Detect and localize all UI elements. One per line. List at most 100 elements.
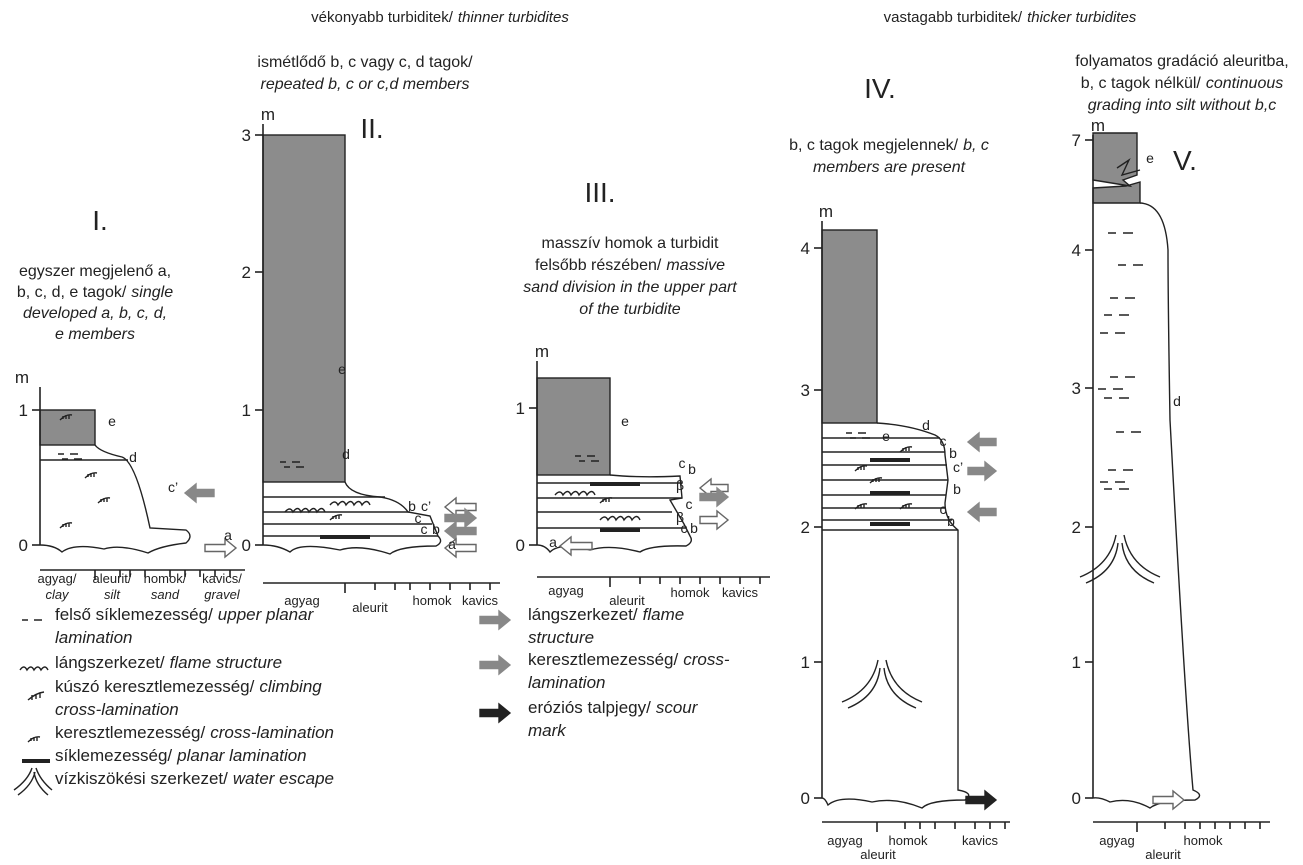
ripple xyxy=(28,692,44,700)
text-en: flame xyxy=(643,605,685,624)
member-label: a xyxy=(448,536,456,552)
y-tick-label: 4 xyxy=(1072,241,1081,260)
legend-text: eróziós talpjegy/scour xyxy=(528,698,699,717)
x-label: aleurit xyxy=(1145,847,1181,862)
text-hu: homok xyxy=(412,593,452,608)
arrow xyxy=(480,611,510,629)
layers xyxy=(537,483,686,528)
text-en: planar lamination xyxy=(176,746,306,765)
text-en: cross-lamination xyxy=(55,700,179,719)
profile xyxy=(1093,203,1200,808)
ripple xyxy=(900,447,912,452)
planar xyxy=(870,458,910,462)
text-hu: kavics xyxy=(722,585,759,600)
clay-box xyxy=(822,230,877,423)
x-label: homok xyxy=(1183,833,1223,848)
column-description: sand division in the upper part xyxy=(523,279,737,296)
y-tick-label: 0 xyxy=(242,536,251,555)
x-label: aleurit xyxy=(860,847,896,862)
y-tick-label: 0 xyxy=(516,536,525,555)
arrow xyxy=(968,433,996,451)
x-label: gravel xyxy=(204,587,241,602)
axis-unit: m xyxy=(535,342,549,361)
ripple xyxy=(855,466,867,471)
flame xyxy=(20,667,48,670)
column-number: V. xyxy=(1173,145,1197,176)
profile xyxy=(537,475,691,552)
flame xyxy=(600,517,640,521)
arrow xyxy=(966,791,996,809)
y-tick-label: 0 xyxy=(19,536,28,555)
planar xyxy=(870,522,910,526)
member-label: d xyxy=(342,446,350,462)
column-description: of the turbidite xyxy=(579,301,681,318)
header: vékonyabb turbiditek/thinner turbidites xyxy=(311,9,569,26)
column-description: b, c tagok megjelennek/b, c xyxy=(789,137,989,154)
text-hu: kúszó keresztlemezesség/ xyxy=(55,677,255,696)
profile xyxy=(40,445,190,553)
profile xyxy=(822,423,969,808)
ripple xyxy=(60,523,72,528)
text-en: sand division in the upper part xyxy=(523,279,737,296)
text-en: grading into silt without b,c xyxy=(1088,97,1277,114)
text-hu: folyamatos gradáció aleuritba, xyxy=(1075,53,1288,70)
y-tick-label: 0 xyxy=(801,789,810,808)
y-tick-label: 3 xyxy=(801,381,810,400)
member-label: β xyxy=(676,477,684,493)
axis-unit: m xyxy=(819,202,833,221)
legend-text: structure xyxy=(528,628,594,647)
arrow xyxy=(560,537,592,555)
water-escape xyxy=(14,768,52,795)
x-label: silt xyxy=(104,587,121,602)
text-hu: aleurit xyxy=(352,600,388,615)
member-label: c xyxy=(681,520,688,536)
y-tick-label: 2 xyxy=(1072,518,1081,537)
ripple xyxy=(330,515,342,520)
y-tick-label: 7 xyxy=(1072,131,1081,150)
member-label: b xyxy=(947,513,955,529)
figure: vékonyabb turbiditek/thinner turbiditesv… xyxy=(0,0,1303,865)
column-number: I. xyxy=(92,205,108,236)
flame xyxy=(555,492,595,496)
y-tick-label: 1 xyxy=(19,401,28,420)
axis-unit: m xyxy=(1091,116,1105,135)
y-tick-label: 1 xyxy=(516,399,525,418)
planar xyxy=(590,482,640,486)
x-label: agyag xyxy=(827,833,862,848)
x-label: kavics xyxy=(462,593,499,608)
text-en: upper planar xyxy=(218,605,315,624)
planar xyxy=(22,759,50,763)
text-en: cross-lamination xyxy=(210,723,334,742)
text-hu: aleurit xyxy=(1145,847,1181,862)
x-label: homok/ xyxy=(144,571,187,586)
text-en: massive xyxy=(666,257,725,274)
member-label: c’ xyxy=(953,459,963,475)
clay-box xyxy=(263,135,345,482)
text-en: lamination xyxy=(528,673,606,692)
legend-text: lángszerkezet/flame structure xyxy=(55,653,282,672)
column-description: b, c tagok nélkül/continuous xyxy=(1081,75,1283,92)
column-number: IV. xyxy=(864,73,896,104)
text-hu: lángszerkezet/ xyxy=(528,605,638,624)
legend-text: mark xyxy=(528,721,567,740)
axis-unit: m xyxy=(15,368,29,387)
text-hu: agyag xyxy=(548,583,583,598)
arrow xyxy=(185,484,214,502)
legend-text: keresztlemezesség/cross-lamination xyxy=(55,723,334,742)
column-description: egyszer megjelenő a, xyxy=(19,263,171,280)
y-tick-label: 1 xyxy=(242,401,251,420)
y-tick-label: 1 xyxy=(801,653,810,672)
arrow xyxy=(480,656,510,674)
member-label: c xyxy=(686,496,693,512)
text-en: lamination xyxy=(55,628,133,647)
y-tick-label: 2 xyxy=(242,263,251,282)
member-label: e xyxy=(338,361,346,377)
text-hu: egyszer megjelenő a, xyxy=(19,263,171,280)
member-label: e xyxy=(882,428,890,444)
ripple xyxy=(28,737,40,742)
layers xyxy=(822,438,958,530)
text-en: thinner turbidites xyxy=(458,9,569,26)
y-tick-label: 4 xyxy=(801,239,810,258)
column-number: II. xyxy=(360,113,383,144)
member-label: c’ xyxy=(421,498,431,514)
